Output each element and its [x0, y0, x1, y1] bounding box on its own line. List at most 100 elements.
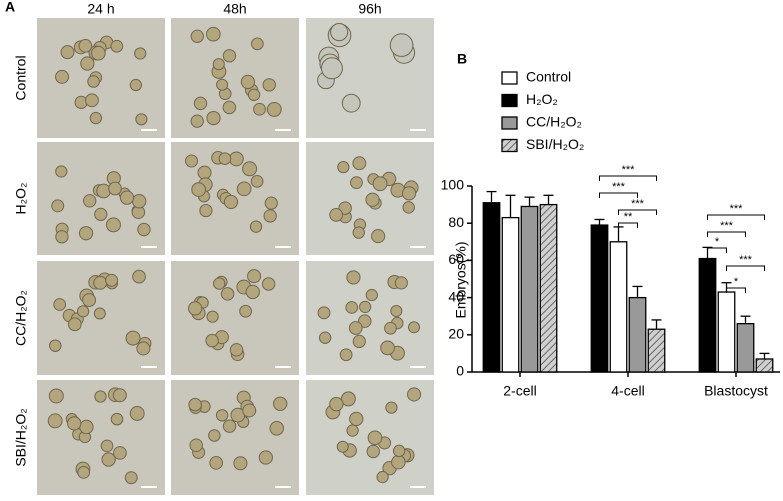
embryo	[119, 190, 135, 205]
embryo	[197, 165, 212, 180]
embryo	[77, 466, 91, 479]
micrograph	[171, 380, 299, 495]
bar	[647, 328, 666, 373]
embryo	[193, 96, 208, 111]
embryo	[346, 270, 361, 285]
embryo	[352, 226, 365, 239]
significance-bracket	[707, 214, 765, 220]
embryo	[206, 310, 219, 323]
bar	[590, 224, 609, 373]
embryo	[55, 165, 68, 178]
embryo	[223, 194, 239, 210]
image-background	[171, 18, 299, 138]
micrograph	[306, 18, 434, 138]
embryo	[131, 194, 147, 209]
embryo	[401, 186, 417, 201]
embryo	[110, 39, 124, 53]
embryo	[385, 401, 398, 414]
embryo	[137, 222, 151, 237]
embryo	[251, 37, 264, 51]
significance-bracket	[707, 231, 746, 237]
legend-swatch	[501, 93, 518, 108]
embryo	[212, 58, 225, 71]
bar	[736, 322, 755, 373]
embryo	[320, 57, 343, 80]
embryo	[247, 88, 261, 102]
micrograph	[171, 18, 299, 138]
embryo	[89, 111, 103, 125]
bar	[501, 216, 520, 373]
embryo	[261, 277, 276, 291]
embryo	[372, 176, 388, 192]
significance-bracket	[707, 247, 727, 253]
embryo	[346, 424, 359, 437]
y-axis-label: Embryos(%)	[453, 241, 469, 318]
embryo	[112, 388, 127, 403]
embryo	[105, 273, 119, 287]
bar	[482, 202, 501, 373]
significance-bracket	[599, 175, 657, 181]
y-tick-label: 80	[448, 214, 464, 230]
embryo	[47, 413, 63, 429]
embryo	[48, 388, 64, 404]
row-label: SBI/H₂O₂	[13, 408, 29, 466]
legend-label: CC/H₂O₂	[526, 114, 582, 130]
embryo	[110, 412, 124, 426]
embryo	[389, 33, 414, 57]
embryo	[376, 470, 389, 484]
embryo	[132, 269, 146, 284]
embryo	[258, 450, 273, 465]
embryo	[105, 217, 121, 233]
embryo	[402, 201, 415, 214]
embryo	[129, 78, 142, 92]
embryo	[49, 339, 62, 352]
embryo	[205, 333, 219, 348]
embryo	[93, 307, 106, 320]
panel-label: B	[457, 51, 467, 67]
embryo	[67, 317, 82, 332]
embryo	[236, 181, 252, 197]
embryo	[101, 452, 116, 467]
embryo	[222, 419, 237, 433]
embryo	[384, 321, 397, 335]
embryo	[349, 411, 364, 427]
significance-label: *	[734, 276, 739, 288]
embryo	[76, 305, 90, 318]
embryo	[233, 456, 248, 471]
micrograph-panel: 24 h 48h 96h Control H₂O₂ CC/H₂O₂ SBI/H₂O₂	[13, 1, 434, 495]
row-label: CC/H₂O₂	[13, 290, 29, 346]
bar	[717, 291, 736, 373]
bar	[755, 358, 774, 373]
embryo	[215, 409, 229, 422]
embryo	[330, 23, 349, 42]
embryo	[125, 330, 141, 346]
embryo	[190, 114, 204, 128]
significance-label: ***	[730, 203, 744, 215]
embryo	[250, 175, 264, 188]
embryo	[394, 276, 408, 290]
micrograph	[306, 142, 434, 255]
embryo	[340, 391, 356, 407]
column-label: 48h	[223, 1, 246, 17]
significance-label: **	[624, 211, 633, 223]
micrograph	[37, 380, 165, 495]
embryo	[242, 403, 257, 418]
embryo	[216, 78, 229, 91]
micrograph	[306, 380, 434, 495]
embryo	[269, 421, 285, 436]
significance-bracket	[618, 209, 657, 215]
embryo	[247, 269, 262, 284]
embryo	[358, 314, 372, 328]
legend-swatch	[501, 71, 518, 85]
bar	[609, 241, 628, 373]
embryo	[55, 69, 70, 84]
embryo	[337, 160, 350, 174]
embryo	[188, 397, 202, 412]
embryo	[93, 275, 108, 290]
row-label: H₂O₂	[13, 183, 29, 215]
embryo	[134, 47, 147, 60]
embryo	[79, 419, 94, 435]
embryo	[222, 49, 237, 63]
embryo	[266, 101, 282, 117]
